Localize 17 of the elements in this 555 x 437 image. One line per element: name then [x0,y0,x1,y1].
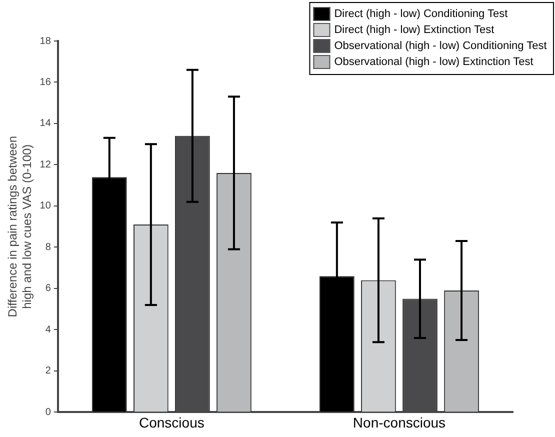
legend-label: Direct (high - low) Extinction Test [334,24,494,36]
y-tick-label: 14 [40,118,52,130]
y-tick-label: 0 [45,406,52,418]
y-tick-label: 6 [45,283,52,294]
y-tick-label: 10 [40,200,52,212]
y-axis-title: Difference in pain ratings between high and low cues VAS (0-100) [6,136,34,318]
x-tick-label: Non-conscious [352,414,446,430]
y-tick-label: 8 [45,242,52,253]
y-tick-label: 16 [40,76,52,88]
y-tick-label: 18 [40,36,52,47]
legend-label: Observational (high - low) Extinction Test [334,56,534,68]
x-tick-label: Conscious [139,414,204,430]
y-tick-label: 4 [45,324,52,336]
y-tick-label: 12 [40,159,52,170]
legend-label: Direct (high - low) Conditioning Test [334,8,508,20]
legend-label: Observational (high - low) Conditioning Test [334,40,547,52]
y-tick-label: 2 [45,366,52,377]
